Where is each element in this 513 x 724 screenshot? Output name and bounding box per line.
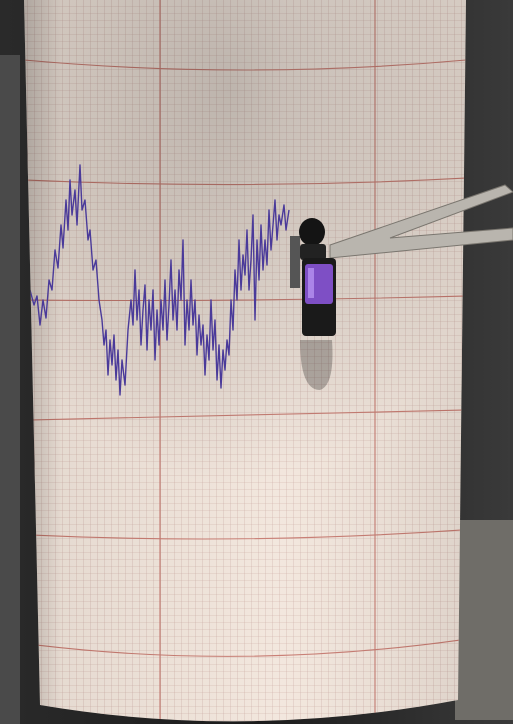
left-frame <box>0 55 20 724</box>
seismic-trace <box>29 164 290 396</box>
stylus-arm <box>329 184 513 259</box>
pen-clip <box>290 236 300 288</box>
pen-shadow <box>300 340 333 390</box>
pen-cap <box>299 218 325 246</box>
pen-neck <box>300 244 326 260</box>
ink-highlight <box>308 268 314 298</box>
base-bracket <box>455 520 513 720</box>
